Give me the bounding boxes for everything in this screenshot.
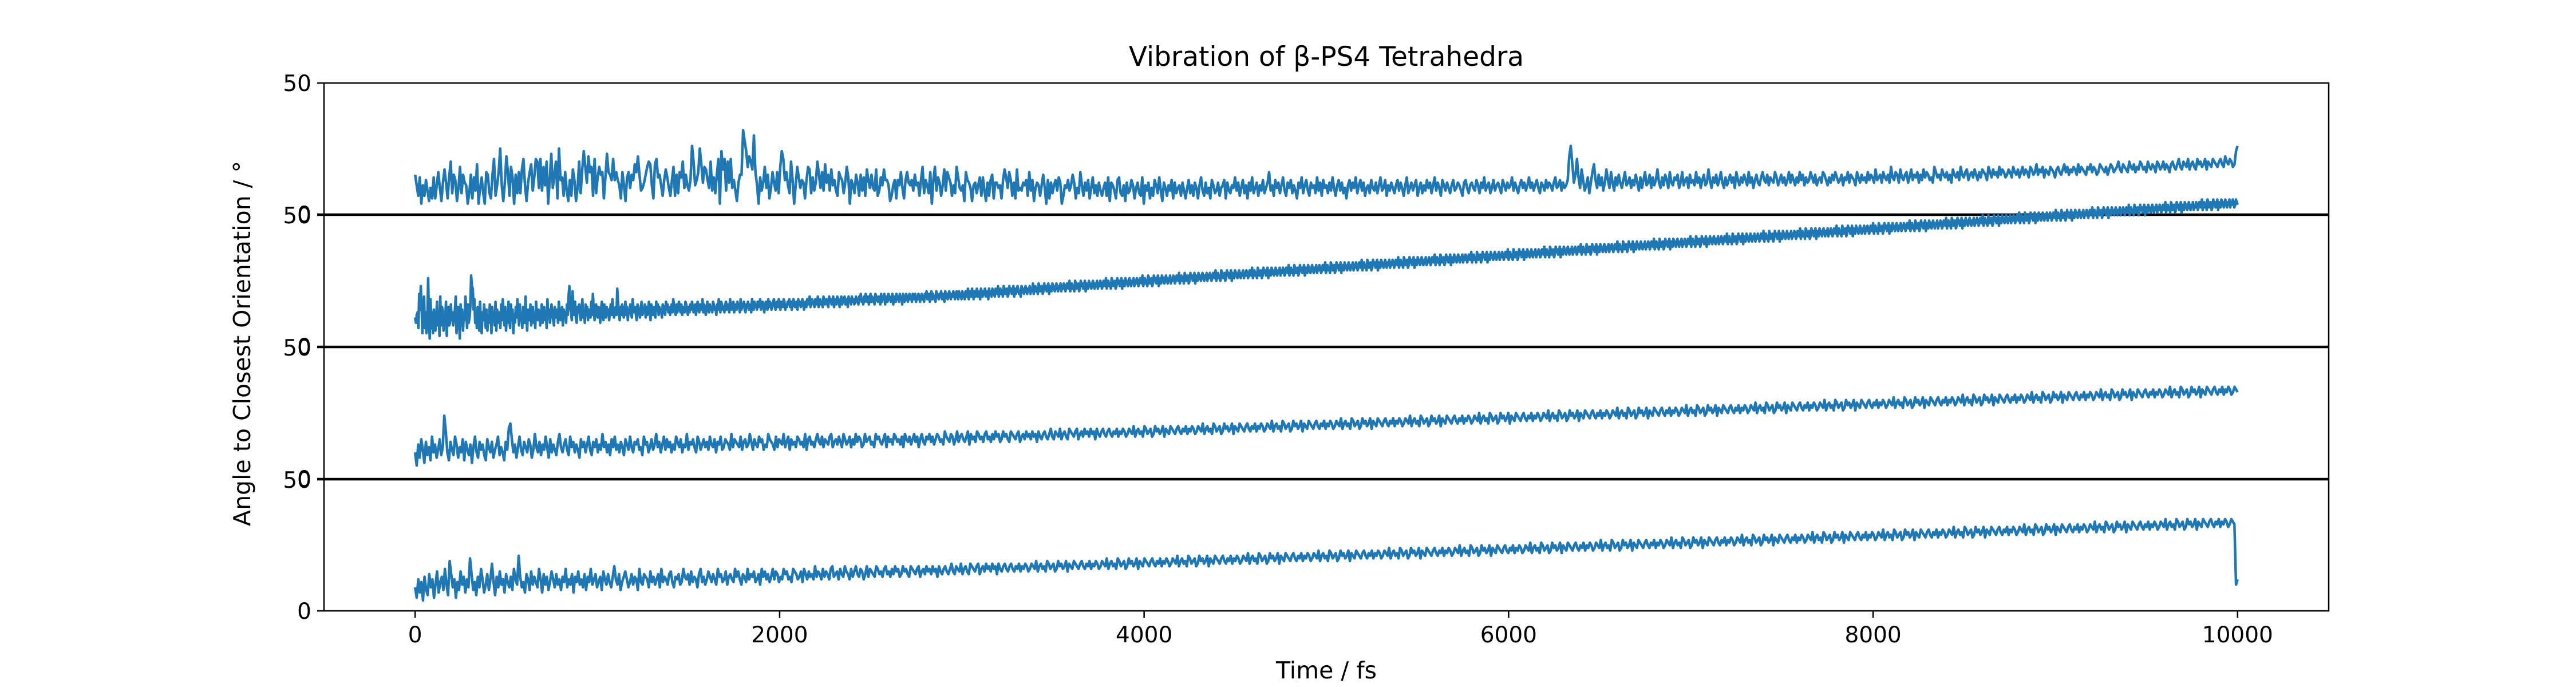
y-tick-label: 50 [283, 468, 311, 493]
x-axis-ticks: 0 2000 4000 6000 8000 10000 [408, 611, 2273, 648]
subplot-frame [323, 214, 2330, 348]
subplot-2: 050 [283, 198, 2330, 360]
x-tick-label: 8000 [1844, 622, 1901, 648]
x-tick-label: 10000 [2202, 622, 2273, 648]
y-tick-label: 0 [297, 599, 311, 625]
series-line-3 [413, 385, 2239, 467]
subplot-3: 050 [283, 335, 2330, 492]
chart-title: Vibration of β-PS4 Tetrahedra [1129, 41, 1524, 73]
x-axis-label: Time / fs [1275, 657, 1377, 684]
subplot-frame [323, 82, 2330, 215]
x-tick-label: 6000 [1480, 622, 1537, 648]
subplot-frame [323, 346, 2330, 480]
x-tick-label: 2000 [751, 622, 808, 648]
subplot-frame [323, 479, 2330, 612]
y-tick-label: 0 [297, 202, 311, 228]
x-tick-label: 4000 [1116, 622, 1172, 648]
y-tick-label: 0 [297, 334, 311, 360]
subplot-4: 050 [283, 468, 2330, 625]
subplot-1: 050 [283, 71, 2330, 228]
y-tick-label: 50 [283, 71, 311, 97]
x-tick-label: 0 [408, 622, 422, 648]
y-tick-label: 0 [297, 467, 311, 492]
series-line-1 [413, 129, 2239, 205]
y-tick-label: 50 [283, 335, 311, 361]
y-axis-label: Angle to Closest Orientation / ° [228, 161, 256, 526]
y-tick-label: 50 [283, 203, 311, 229]
series-line-2 [413, 198, 2239, 340]
series-line-4 [413, 518, 2239, 602]
